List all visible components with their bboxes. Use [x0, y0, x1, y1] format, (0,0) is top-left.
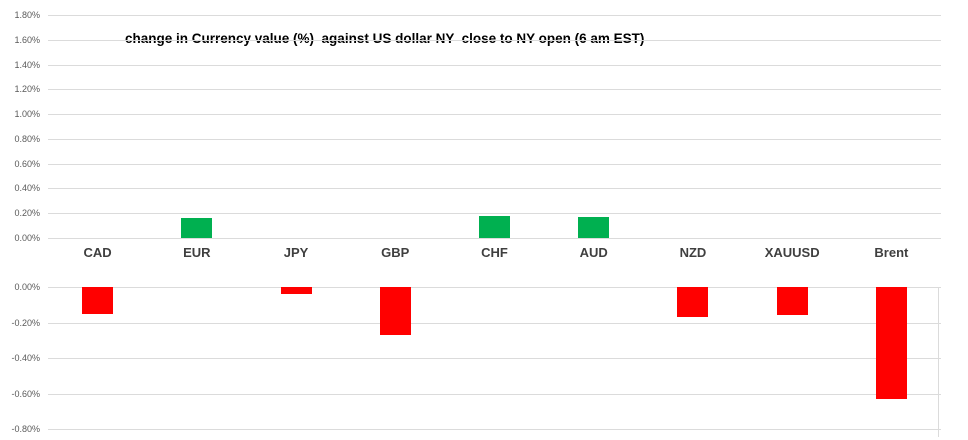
bar-GBP — [379, 287, 411, 335]
category-label-EUR: EUR — [183, 245, 211, 260]
gridline-top-1.40% — [48, 64, 941, 66]
bar-CHF — [479, 215, 510, 238]
category-label-GBP: GBP — [381, 245, 410, 260]
category-label-JPY: JPY — [283, 245, 309, 260]
category-label-CHF: CHF — [481, 245, 508, 260]
bar-AUD — [578, 216, 610, 238]
gridline-top-0.40% — [48, 188, 941, 190]
y-tick-label: 1.60% — [14, 34, 40, 45]
gridline-bottom--0.40% — [48, 358, 941, 359]
bar-XAUUSD — [776, 287, 808, 316]
bar-JPY — [280, 287, 312, 295]
y-tick-label: -0.60% — [11, 388, 40, 399]
gridline-bottom--0.60% — [48, 393, 941, 395]
chart-title: change in Currency value (%) against US … — [125, 31, 645, 46]
gridline-top-1.00% — [48, 114, 941, 116]
category-label-AUD: AUD — [579, 245, 608, 260]
y-tick-label: 0.00% — [14, 233, 40, 243]
gridline-top-1.20% — [48, 89, 941, 91]
category-label-Brent: Brent — [874, 245, 909, 260]
y-tick-label: 1.80% — [14, 10, 40, 20]
gridline-bottom-0.00% — [48, 287, 941, 288]
y-tick-label: 0.00% — [14, 282, 40, 292]
y-tick-label: 0.40% — [14, 183, 40, 194]
gridline-top-0.00% — [48, 238, 941, 239]
bar-NZD — [677, 287, 709, 318]
y-tick-label: 0.60% — [14, 158, 40, 169]
bar-Brent — [875, 287, 907, 399]
y-tick-label: 1.40% — [14, 59, 40, 70]
gridline-bottom--0.20% — [48, 322, 941, 324]
y-tick-label: 0.20% — [14, 208, 40, 219]
gridline-top-1.60% — [48, 39, 941, 41]
gridline-top-1.80% — [48, 15, 941, 16]
y-tick-label: 1.00% — [14, 109, 40, 120]
y-tick-label: 1.20% — [14, 84, 40, 95]
bar-CAD — [82, 287, 114, 314]
category-label-NZD: NZD — [679, 245, 707, 260]
gridline-top-0.60% — [48, 163, 941, 165]
gridline-top-0.20% — [48, 213, 941, 215]
category-label-CAD: CAD — [83, 245, 112, 260]
y-tick-label: -0.20% — [11, 317, 40, 328]
bar-EUR — [181, 218, 213, 238]
bottom-panel-right-border — [938, 287, 939, 437]
category-label-XAUUSD: XAUUSD — [764, 245, 820, 260]
gridline-top-0.80% — [48, 138, 941, 140]
y-tick-label: 0.80% — [14, 133, 40, 144]
y-tick-label: -0.40% — [11, 353, 40, 363]
y-tick-label: -0.80% — [11, 424, 40, 434]
gridline-bottom--0.80% — [48, 429, 941, 430]
